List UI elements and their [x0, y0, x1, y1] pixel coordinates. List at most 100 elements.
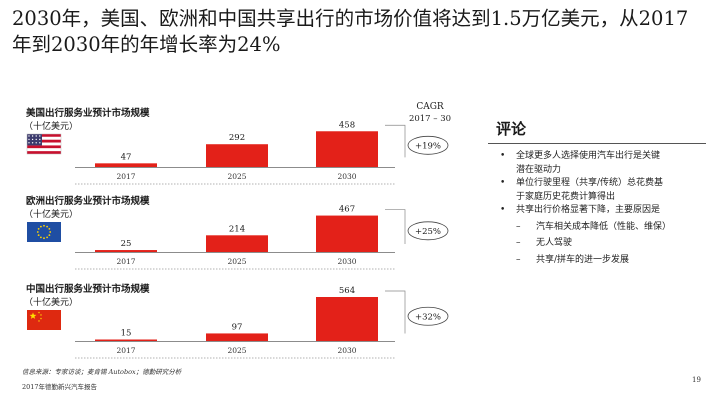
cagr-bracket	[385, 290, 406, 334]
sub-bullet-marker: –	[516, 254, 521, 265]
bullet-marker: •	[500, 151, 506, 161]
us-flag-star	[28, 138, 30, 141]
commentary-bullet: • 单位行驶里程（共享/传统）总花费基 于家庭历史花费计算得出	[488, 177, 708, 204]
chart-title: 中国出行服务业预计市场规模	[26, 283, 150, 295]
commentary-divider	[488, 143, 706, 144]
bar	[316, 297, 378, 341]
page-title-line-2: 年到2030年的年增长率为24%	[12, 33, 281, 56]
cn-flag-small-star	[37, 319, 41, 322]
x-tick-label: 2017	[116, 172, 135, 181]
eu-flag-field	[27, 222, 61, 242]
eu-flag-star	[46, 225, 48, 228]
us-flag-star	[39, 142, 41, 144]
x-tick-label: 2017	[116, 346, 135, 355]
data-label: 467	[339, 205, 355, 215]
us-flag-star	[28, 142, 30, 144]
bullet-marker: •	[500, 205, 506, 215]
commentary-sub-bullet: – 汽车相关成本降低（性能、维保）	[488, 221, 708, 235]
chart-unit: （十亿美元）	[24, 296, 78, 308]
commentary-sub-bullet: – 共享/拼车的进一步发展	[488, 254, 708, 268]
sub-bullet-marker: –	[516, 221, 521, 232]
x-tick-label: 2030	[337, 346, 356, 355]
cn-flag-small-star	[39, 317, 43, 320]
commentary-sub-bullet-text: 无人驾驶	[536, 238, 573, 248]
us-flag-star	[31, 135, 34, 137]
bar	[95, 339, 157, 341]
bar	[206, 235, 268, 252]
commentary-bullet-text: 全球更多人选择使用汽车出行是关键	[516, 151, 661, 161]
us-flag-star	[35, 142, 37, 144]
page-title: 2030年，美国、欧洲和中国共享出行的市场价值将达到1.5万亿美元，从2017 …	[12, 6, 712, 58]
region-chart-3: 中国出行服务业预计市场规模（十亿美元） 15 2017 97 2025 564 2030 +3…	[24, 283, 449, 359]
data-label: 564	[339, 286, 355, 296]
data-label: 292	[229, 133, 245, 143]
x-tick-label: 2030	[337, 257, 356, 266]
cagr-value: +32%	[415, 312, 441, 322]
bar	[206, 144, 268, 167]
us-flag-stripe	[27, 151, 61, 154]
bar	[95, 163, 157, 167]
eu-flag-star	[48, 234, 51, 237]
bar	[95, 250, 157, 252]
eu-flag-star	[43, 224, 45, 227]
data-label: 15	[121, 329, 132, 339]
eu-flag-star	[40, 236, 42, 239]
us-flag-stripe	[27, 142, 61, 146]
eu-flag-star	[37, 234, 40, 237]
chart-title: 欧洲出行服务业预计市场规模	[26, 195, 150, 207]
commentary-bullet: • 共享出行价格显著下降，主要原因是	[488, 204, 708, 218]
us-flag-star	[39, 138, 41, 141]
page-title-line-1: 2030年，美国、欧洲和中国共享出行的市场价值将达到1.5万亿美元，从2017	[12, 7, 689, 30]
commentary-title: 评论	[496, 120, 527, 138]
x-tick-label: 2017	[116, 257, 135, 266]
commentary-sub-bullet-text: 汽车相关成本降低（性能、维保）	[536, 221, 672, 232]
flag-border	[26, 133, 62, 155]
chart-title: 美国出行服务业预计市场规模	[25, 107, 150, 119]
us-flag-star	[39, 135, 41, 137]
commentary-sub-bullet-text: 共享/拼车的进一步发展	[536, 254, 630, 265]
cagr-header: CAGR	[416, 102, 444, 112]
chart-unit: （十亿美元）	[24, 120, 78, 132]
cagr-period: 2017 – 30	[409, 114, 451, 124]
cagr-badge	[407, 306, 449, 326]
commentary-list: • 全球更多人选择使用汽车出行是关键 潜在驱动力 • 单位行驶里程（共享/传统）总花费基…	[488, 150, 708, 267]
us-flag-stripe	[27, 136, 61, 140]
cn-flag-field	[27, 310, 61, 330]
eu-flag-star	[40, 225, 42, 228]
eu-flag-star	[43, 237, 45, 240]
bar	[316, 131, 378, 167]
eu-flag-star	[49, 231, 52, 233]
us-flag-stripe	[27, 134, 61, 137]
flag-china-icon	[27, 310, 61, 330]
commentary-bullet-text: 潜在驱动力	[516, 164, 562, 175]
us-flag-star	[28, 135, 30, 137]
us-flag-stripe	[27, 148, 61, 152]
data-label: 97	[232, 322, 243, 332]
commentary-bullet-text: 共享出行价格显著下降，主要原因是	[516, 205, 661, 215]
us-flag-star	[31, 138, 34, 141]
eu-flag-star	[46, 236, 48, 239]
x-tick-label: 2025	[227, 346, 246, 355]
x-tick-label: 2025	[227, 172, 246, 181]
us-flag-stripe	[27, 139, 61, 143]
cagr-badge	[407, 221, 449, 241]
commentary-bullet: • 全球更多人选择使用汽车出行是关键 潜在驱动力	[488, 150, 708, 177]
cn-flag-big-star	[29, 312, 37, 319]
cagr-value: +25%	[415, 227, 441, 237]
cagr-value: +19%	[415, 141, 441, 151]
cagr-bracket	[385, 209, 406, 245]
sub-bullet-marker: –	[516, 238, 521, 248]
report-name: 2017年德勤新兴汽车报告	[22, 383, 98, 391]
region-chart-1: 美国出行服务业预计市场规模（十亿美元） 47 2017 292 2025 458 2030 +…	[24, 107, 449, 185]
us-flag-star	[35, 138, 37, 141]
page-number: 19	[692, 376, 701, 384]
data-label: 47	[121, 152, 132, 162]
eu-flag-star	[48, 228, 51, 230]
cagr-bracket	[385, 124, 406, 158]
us-flag-stripe	[27, 145, 61, 149]
commentary-bullet-text: 单位行驶里程（共享/传统）总花费基	[516, 178, 664, 188]
flag-united-states-icon	[26, 133, 62, 155]
commentary-bullet-text: 于家庭历史花费计算得出	[516, 191, 616, 202]
x-tick-label: 2030	[337, 172, 356, 181]
